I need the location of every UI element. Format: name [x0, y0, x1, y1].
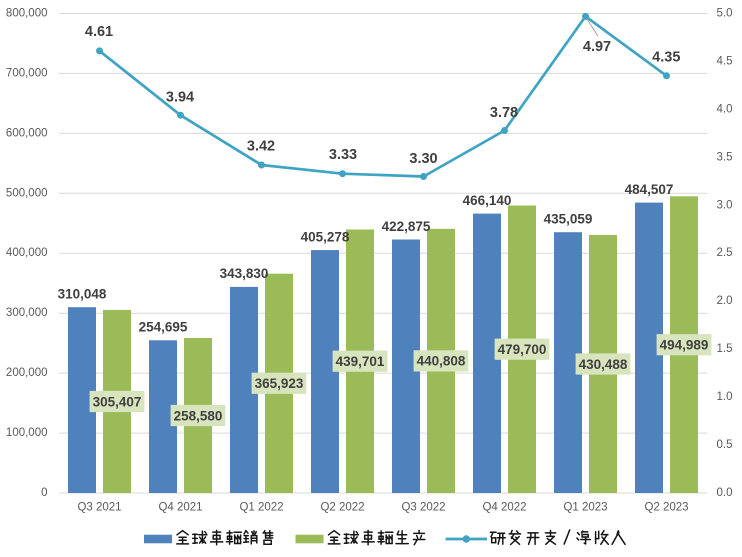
- svg-text:2.0: 2.0: [717, 295, 733, 307]
- svg-text:3.94: 3.94: [166, 90, 194, 106]
- svg-text:Q1 2022: Q1 2022: [239, 502, 283, 514]
- svg-text:4.0: 4.0: [717, 103, 733, 115]
- svg-text:800,000: 800,000: [6, 8, 48, 20]
- svg-text:494,989: 494,989: [660, 338, 709, 353]
- svg-text:365,923: 365,923: [255, 376, 304, 391]
- svg-text:1.0: 1.0: [717, 391, 733, 403]
- svg-text:440,808: 440,808: [417, 354, 466, 369]
- svg-text:405,278: 405,278: [301, 229, 350, 244]
- svg-text:Q3 2021: Q3 2021: [77, 502, 121, 514]
- svg-text:3.42: 3.42: [247, 139, 275, 155]
- svg-text:400,000: 400,000: [6, 247, 48, 259]
- svg-text:2.5: 2.5: [717, 247, 733, 259]
- svg-text:600,000: 600,000: [6, 127, 48, 139]
- svg-text:0.0: 0.0: [717, 487, 733, 499]
- svg-text:500,000: 500,000: [6, 187, 48, 199]
- svg-text:439,701: 439,701: [336, 354, 385, 369]
- svg-text:435,059: 435,059: [544, 212, 593, 227]
- svg-text:422,875: 422,875: [382, 219, 431, 234]
- svg-text:466,140: 466,140: [463, 193, 512, 208]
- svg-text:0: 0: [41, 487, 47, 499]
- svg-text:484,507: 484,507: [625, 182, 674, 197]
- svg-text:4.5: 4.5: [717, 56, 733, 68]
- svg-text:5.0: 5.0: [717, 8, 733, 20]
- svg-text:479,700: 479,700: [498, 342, 547, 357]
- svg-text:Q4 2021: Q4 2021: [158, 502, 202, 514]
- svg-text:1.5: 1.5: [717, 343, 733, 355]
- svg-text:3.5: 3.5: [717, 151, 733, 163]
- svg-text:100,000: 100,000: [6, 427, 48, 439]
- svg-text:700,000: 700,000: [6, 67, 48, 79]
- svg-text:4.35: 4.35: [652, 50, 680, 66]
- svg-text:343,830: 343,830: [220, 266, 269, 281]
- svg-text:3.33: 3.33: [329, 147, 357, 163]
- svg-text:310,048: 310,048: [58, 287, 107, 302]
- svg-text:200,000: 200,000: [6, 367, 48, 379]
- svg-text:Q3 2022: Q3 2022: [401, 502, 445, 514]
- svg-text:4.61: 4.61: [85, 24, 113, 40]
- svg-text:Q1 2023: Q1 2023: [563, 502, 607, 514]
- svg-text:4.97: 4.97: [583, 39, 611, 55]
- svg-text:254,695: 254,695: [139, 320, 188, 335]
- svg-text:0.5: 0.5: [717, 439, 733, 451]
- svg-text:Q4 2022: Q4 2022: [482, 502, 526, 514]
- svg-text:Q2 2023: Q2 2023: [644, 502, 688, 514]
- svg-text:430,488: 430,488: [579, 357, 628, 372]
- svg-text:3.0: 3.0: [717, 199, 733, 211]
- svg-text:305,407: 305,407: [93, 394, 142, 409]
- svg-text:3.30: 3.30: [409, 151, 437, 167]
- svg-text:300,000: 300,000: [6, 307, 48, 319]
- svg-text:3.78: 3.78: [490, 105, 518, 121]
- svg-text:Q2 2022: Q2 2022: [320, 502, 364, 514]
- svg-text:258,580: 258,580: [174, 408, 223, 423]
